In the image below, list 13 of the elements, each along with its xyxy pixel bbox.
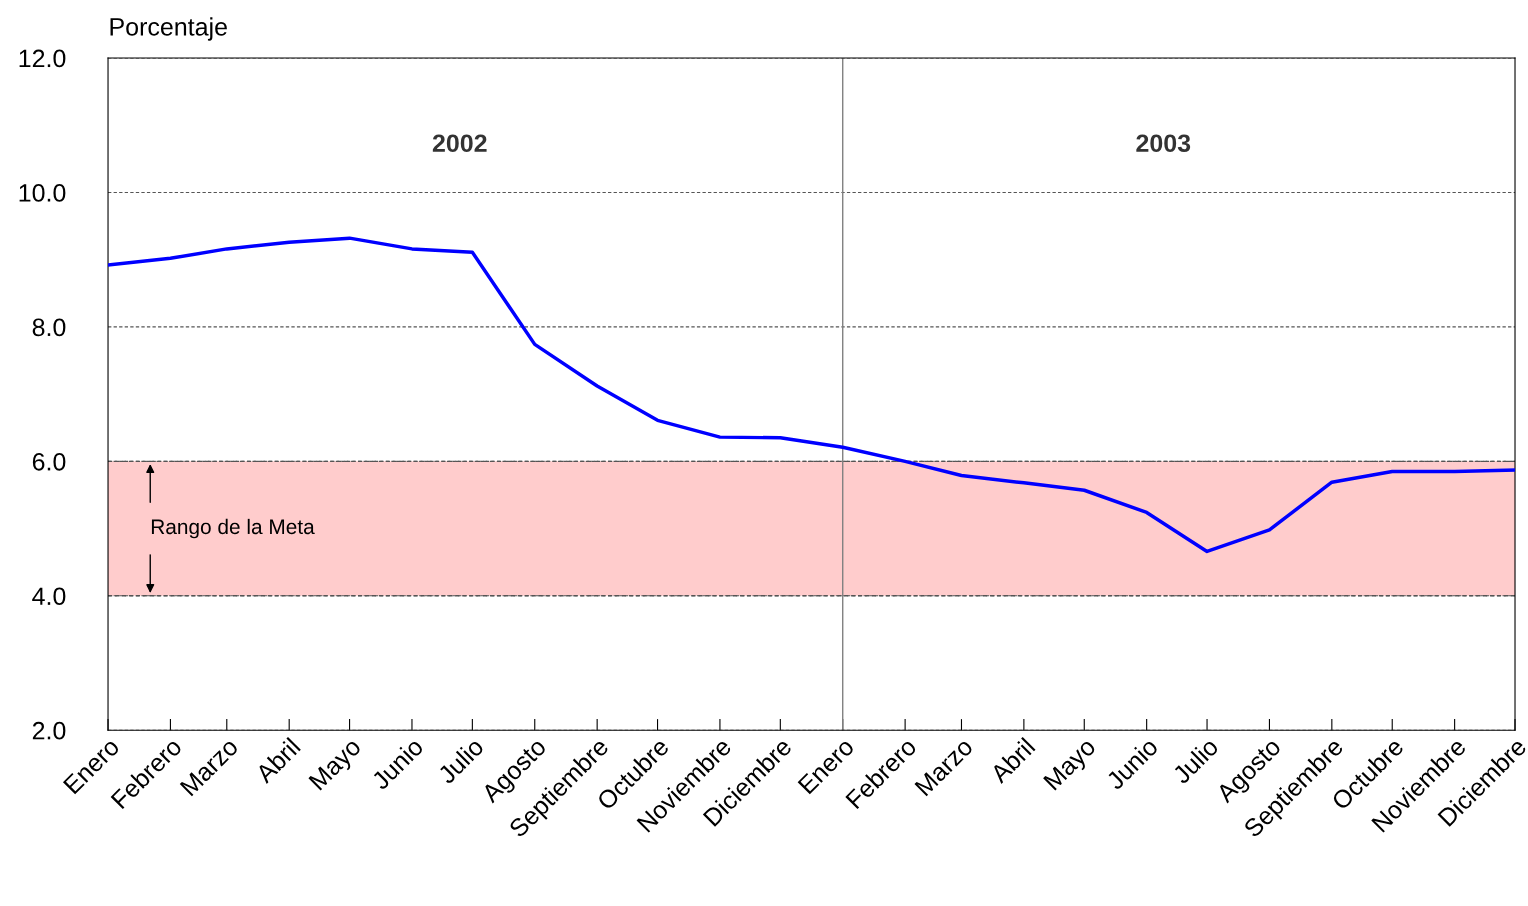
y-tick-label: 8.0	[32, 318, 66, 337]
y-tick-label: 10.0	[19, 184, 66, 202]
y-tick-label: 4.0	[32, 587, 66, 606]
y-axis-title: Porcentaje	[110, 17, 227, 41]
y-tick-label: 12.0	[19, 49, 66, 68]
y-tick-label: 2.0	[32, 721, 66, 740]
annotation: 2002	[432, 134, 487, 153]
x-tick-label: Julio	[1170, 736, 1220, 785]
annotation: 2003	[1136, 134, 1191, 153]
x-tick-label: Julio	[436, 736, 485, 785]
line-series	[108, 236, 1516, 554]
band-label: Rango de la Meta	[151, 518, 315, 539]
y-tick-label: 6.0	[32, 452, 66, 471]
